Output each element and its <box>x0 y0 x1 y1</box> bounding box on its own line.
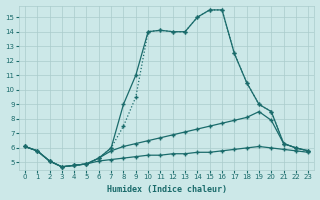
X-axis label: Humidex (Indice chaleur): Humidex (Indice chaleur) <box>107 185 227 194</box>
